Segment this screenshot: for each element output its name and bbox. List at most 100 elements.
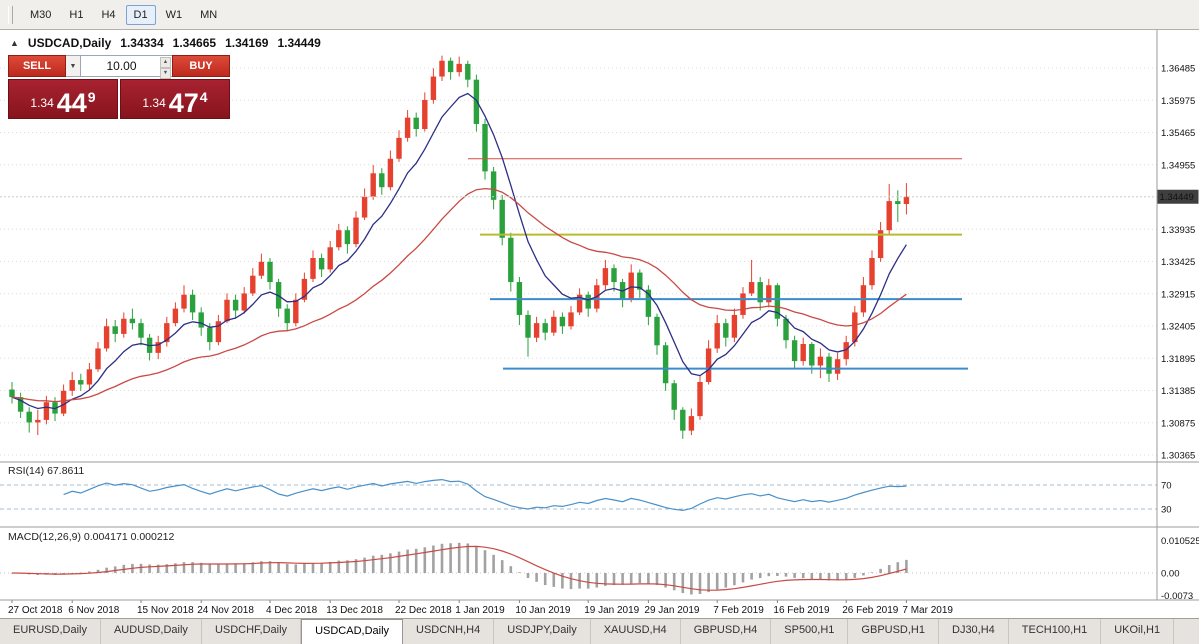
chart-tab-tech100-h1[interactable]: TECH100,H1 bbox=[1009, 619, 1102, 644]
macd-signal-line bbox=[11, 545, 907, 591]
candle-body bbox=[430, 76, 437, 100]
date-label: 4 Dec 2018 bbox=[266, 605, 318, 616]
macd-scale-label: 0.00 bbox=[1161, 569, 1180, 580]
price-scale[interactable]: 1.36485 1.35975 1.35465 1.34955 1.33935 1.334… bbox=[0, 64, 1199, 462]
chart-tab-usdcnh-h4[interactable]: USDCNH,H4 bbox=[403, 619, 495, 644]
timeframe-button-h1[interactable]: H1 bbox=[69, 8, 84, 21]
candle-body bbox=[559, 316, 566, 327]
candle-body bbox=[103, 326, 110, 349]
chart-tab-sp500-h1[interactable]: SP500,H1 bbox=[771, 619, 849, 644]
macd-histogram-bar bbox=[260, 561, 263, 573]
sell-price-box[interactable]: 1.34 44 9 bbox=[8, 79, 118, 119]
sell-button[interactable]: SELL bbox=[8, 55, 66, 77]
macd-histogram-bar bbox=[105, 567, 108, 573]
candle-body bbox=[207, 327, 213, 343]
buy-price-pip: 4 bbox=[199, 89, 208, 105]
candle-body bbox=[439, 60, 445, 77]
volume-input[interactable] bbox=[81, 56, 172, 76]
macd-histogram-bar bbox=[887, 565, 891, 573]
rsi-line bbox=[63, 478, 907, 512]
candle-body bbox=[413, 117, 419, 130]
candle-body bbox=[826, 356, 832, 374]
macd-histogram-bar bbox=[148, 564, 151, 573]
macd-histogram-bar bbox=[251, 562, 255, 573]
date-label: 24 Nov 2018 bbox=[197, 605, 254, 616]
macd-histogram-bar bbox=[225, 563, 229, 573]
candle-body bbox=[585, 294, 591, 309]
chart-tab-usdchf-daily[interactable]: USDCHF,Daily bbox=[202, 619, 302, 644]
chart-tab-ukoil-h1[interactable]: UKOil,H1 bbox=[1101, 619, 1175, 644]
buy-button[interactable]: BUY bbox=[172, 55, 230, 77]
candle-body bbox=[576, 294, 583, 313]
volume-dropdown-icon[interactable]: ▼ bbox=[66, 55, 81, 77]
macd-histogram-bar bbox=[199, 562, 203, 573]
one-click-trading-panel: SELL ▼ ▲ ▼ BUY 1.34 44 9 1.3 bbox=[8, 55, 230, 119]
date-label: 1 Jan 2019 bbox=[455, 605, 505, 616]
price-tick-label: 1.33935 bbox=[1161, 225, 1195, 236]
candle-body bbox=[895, 201, 901, 205]
chart-symbol-header: ▲ USDCAD,Daily 1.34334 1.34665 1.34169 1… bbox=[10, 36, 321, 50]
chart-tab-bar: EURUSD,Daily AUDUSD,Daily USDCHF,Daily USDC… bbox=[0, 618, 1199, 644]
macd-histogram-bar bbox=[389, 553, 392, 573]
candle-body bbox=[26, 411, 32, 423]
candle-body bbox=[396, 137, 402, 159]
date-axis[interactable]: 27 Oct 2018 6 Nov 2018 15 Nov 2018 24 Nov 2… bbox=[0, 30, 1199, 616]
macd-histogram-bar bbox=[475, 546, 478, 573]
timeframe-button-h4[interactable]: H4 bbox=[101, 8, 116, 21]
macd-histogram-bar bbox=[440, 543, 444, 573]
candle-body bbox=[774, 285, 781, 319]
buy-price-box[interactable]: 1.34 47 4 bbox=[120, 79, 230, 119]
date-label: 6 Nov 2018 bbox=[68, 605, 120, 616]
candle-body bbox=[353, 217, 359, 245]
macd-histogram-bar bbox=[621, 573, 624, 585]
macd-histogram-bar bbox=[509, 566, 513, 573]
macd-histogram-bar bbox=[629, 573, 633, 584]
price-tick-label: 1.30875 bbox=[1161, 418, 1195, 429]
spin-down-icon[interactable]: ▼ bbox=[160, 68, 171, 79]
timeframe-button-m30[interactable]: M30 bbox=[30, 8, 52, 21]
timeframe-button-w1[interactable]: W1 bbox=[165, 8, 183, 21]
candles-layer[interactable] bbox=[9, 55, 910, 439]
candle-body bbox=[284, 308, 290, 324]
timeframe-button-d1[interactable]: D1 bbox=[125, 4, 156, 25]
chart-tab-xauusd-h4[interactable]: XAUUSD,H4 bbox=[591, 619, 681, 644]
one-click-collapse-icon[interactable]: ▲ bbox=[10, 38, 19, 48]
chart-tab-usdcad-daily[interactable]: USDCAD,Daily bbox=[301, 619, 404, 644]
spin-up-icon[interactable]: ▲ bbox=[160, 57, 171, 68]
date-label: 13 Dec 2018 bbox=[326, 605, 383, 616]
chart-tab-usdjpy-daily[interactable]: USDJPY,Daily bbox=[494, 619, 591, 644]
macd-histogram-bar bbox=[208, 564, 212, 573]
macd-histogram-bar bbox=[217, 564, 220, 573]
candle-body bbox=[671, 383, 677, 410]
macd-histogram-bar bbox=[139, 563, 143, 573]
chart-tab-gbpusd-h4[interactable]: GBPUSD,H4 bbox=[681, 619, 772, 644]
price-tick-label: 1.36485 bbox=[1161, 64, 1195, 75]
macd-histogram-bar bbox=[836, 573, 839, 581]
macd-histogram-bar bbox=[862, 573, 865, 576]
macd-histogram-bar bbox=[819, 573, 822, 580]
chart-tab-gbpusd-h1[interactable]: GBPUSD,H1 bbox=[848, 619, 939, 644]
chart-tab-eurusd-daily[interactable]: EURUSD,Daily bbox=[0, 619, 101, 644]
chart-tab-dj30-h4[interactable]: DJ30,H4 bbox=[939, 619, 1009, 644]
candle-body bbox=[17, 397, 24, 412]
ohlc-open: 1.34334 bbox=[120, 36, 164, 50]
candle-body bbox=[69, 380, 75, 391]
macd-histogram-bar bbox=[750, 573, 753, 580]
candle-body bbox=[637, 272, 643, 290]
macd-histogram-bar bbox=[647, 573, 650, 584]
candle-body bbox=[499, 199, 505, 238]
candle-body bbox=[387, 158, 394, 188]
macd-histogram-bar bbox=[328, 561, 332, 573]
rsi-pane: 70 30 bbox=[0, 478, 1172, 516]
moving-averages-layer bbox=[11, 92, 907, 410]
macd-histogram-bar bbox=[586, 573, 590, 589]
timeframe-button-mn[interactable]: MN bbox=[200, 8, 218, 21]
trendlines-layer[interactable] bbox=[468, 158, 968, 370]
chart-tab-audusd-daily[interactable]: AUDUSD,Daily bbox=[101, 619, 202, 644]
macd-histogram-bar bbox=[741, 573, 745, 583]
macd-histogram-bar bbox=[595, 573, 599, 588]
candle-body bbox=[43, 402, 50, 420]
candle-body bbox=[723, 323, 729, 338]
toolbar-gripper[interactable] bbox=[8, 5, 13, 24]
